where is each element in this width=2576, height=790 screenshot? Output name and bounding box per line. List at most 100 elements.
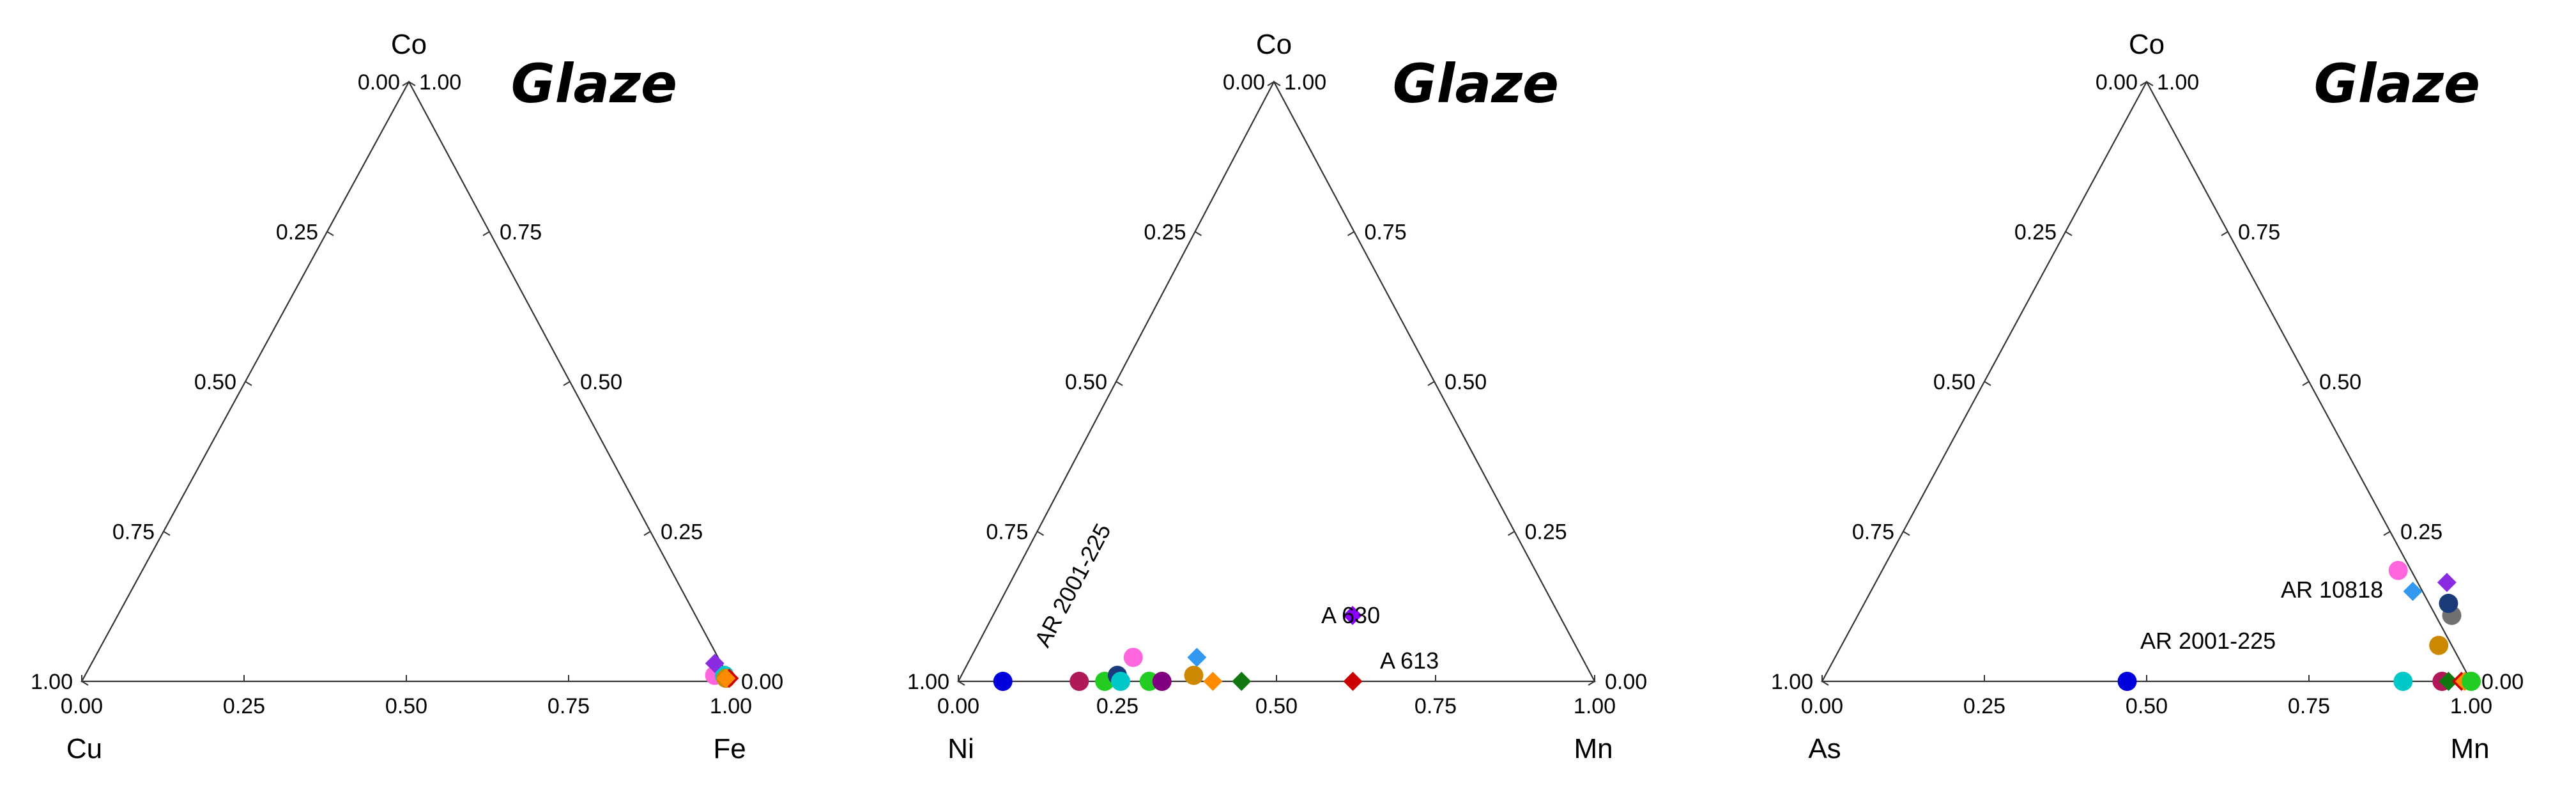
chart-title: Glaze: [511, 52, 677, 115]
data-point-circle: [1070, 672, 1089, 691]
left-edge-tick-label: 0.25: [276, 221, 318, 245]
right-edge-tick: [643, 531, 651, 536]
left-edge-tick-label: 0.50: [194, 370, 236, 394]
left-edge-tick: [1903, 531, 1910, 536]
data-point-diamond: [1343, 672, 1363, 691]
bottom-edge-tick-label: 0.50: [385, 694, 427, 718]
left-edge-tick: [2065, 231, 2073, 236]
ternary-chart-1: 0.00 0.25 0.50 0.75 1.00 1.00 0.75 0.50 0.25 0.00…: [31, 29, 783, 764]
data-point-circle: [2117, 672, 2137, 691]
bottom-edge-tick-label: 0.00: [937, 694, 979, 718]
left-edge-tick: [81, 681, 89, 686]
bottom-edge-tick-label: 0.25: [1963, 694, 2005, 718]
data-point-circle: [2388, 561, 2408, 580]
right-edge-tick-label: 0.75: [500, 221, 542, 245]
left-edge-tick: [1984, 381, 1991, 386]
left-edge-tick: [1116, 381, 1123, 386]
right-edge-tick-label: 0.00: [1605, 670, 1647, 694]
right-edge-tick: [1267, 81, 1275, 86]
right-edge-tick: [1427, 381, 1435, 386]
left-edge-tick: [245, 381, 252, 386]
vertex-label-left: As: [1808, 733, 1841, 764]
vertex-label-right: Mn: [2450, 733, 2489, 764]
left-edge-tick: [408, 81, 416, 86]
right-edge-tick: [2140, 81, 2147, 86]
ternary-chart-2: 0.00 0.25 0.50 0.75 1.00 1.00 0.75 0.50 0.25 0.00…: [907, 29, 1647, 764]
point-annotation: AR 2001-225: [1029, 519, 1116, 651]
left-edge-tick-label: 1.00: [907, 670, 949, 694]
right-edge-tick: [563, 381, 571, 386]
vertex-label-left: Ni: [947, 733, 974, 764]
vertex-label-top: Co: [391, 29, 427, 60]
data-point-diamond: [1187, 647, 1207, 667]
data-point-circle: [1123, 647, 1143, 667]
left-edge-tick-label: 0.75: [986, 520, 1028, 545]
point-annotation: A 630: [1321, 602, 1380, 628]
data-point-circle: [2439, 594, 2458, 614]
data-point-diamond: [2439, 672, 2458, 691]
bottom-edge-tick-label: 0.75: [548, 694, 590, 718]
right-edge-tick-label: 1.00: [1284, 70, 1326, 95]
bottom-edge-tick-label: 0.50: [1255, 694, 1298, 718]
right-edge-tick: [2383, 531, 2391, 536]
right-edge-tick-label: 1.00: [2157, 70, 2199, 95]
left-edge-tick: [2146, 81, 2154, 86]
right-edge-tick: [482, 231, 490, 236]
left-edge-tick: [326, 231, 334, 236]
data-point-circle: [1110, 672, 1130, 691]
right-edge-tick-label: 0.25: [1525, 520, 1567, 545]
data-point-circle: [2462, 672, 2481, 691]
data-point-circle: [993, 672, 1013, 691]
vertex-label-left: Cu: [66, 733, 102, 764]
left-edge-tick: [958, 681, 965, 686]
left-edge-tick-label: 1.00: [31, 670, 73, 694]
left-edge-tick-label: 0.00: [2096, 70, 2138, 95]
vertex-label-top: Co: [1256, 29, 1292, 60]
data-point-circle: [2393, 672, 2413, 691]
chart-title: Glaze: [1393, 52, 1559, 115]
left-edge-tick: [163, 531, 171, 536]
bottom-edge-tick-label: 0.50: [2126, 694, 2168, 718]
right-edge-tick-label: 0.50: [580, 370, 622, 394]
data-point-circle: [1152, 672, 1172, 691]
left-edge-tick: [1194, 231, 1202, 236]
data-point-diamond: [2403, 582, 2423, 601]
right-edge-tick: [1347, 231, 1355, 236]
data-point-diamond: [1343, 605, 1363, 625]
data-point-diamond: [705, 653, 724, 673]
bottom-edge-tick-label: 0.00: [1801, 694, 1843, 718]
ternary-chart-3: 0.00 0.25 0.50 0.75 1.00 1.00 0.75 0.50 0.25 0.00…: [1771, 29, 2524, 764]
right-edge-tick-label: 0.50: [2319, 370, 2361, 394]
right-edge-tick: [2302, 381, 2310, 386]
bottom-edge-tick-label: 0.00: [61, 694, 103, 718]
right-edge-tick-label: 0.75: [2238, 221, 2280, 245]
bottom-edge-tick-label: 0.25: [1096, 694, 1138, 718]
right-edge-tick: [402, 81, 410, 86]
right-edge-tick-label: 0.50: [1445, 370, 1487, 394]
right-edge-tick-label: 0.25: [2400, 520, 2442, 545]
left-edge-tick-label: 1.00: [1771, 670, 1813, 694]
right-edge-tick-label: 0.25: [661, 520, 703, 545]
left-edge-tick-label: 0.25: [2014, 221, 2057, 245]
left-edge-tick-label: 0.75: [112, 520, 155, 545]
vertex-label-right: Fe: [713, 733, 746, 764]
bottom-edge-tick-label: 1.00: [1574, 694, 1616, 718]
data-point-diamond: [1203, 672, 1223, 691]
bottom-edge-tick-label: 0.75: [2288, 694, 2330, 718]
data-point-diamond: [2437, 573, 2457, 592]
bottom-edge-tick-label: 0.25: [223, 694, 265, 718]
left-edge-tick-label: 0.00: [1223, 70, 1265, 95]
triangle-frame: [80, 80, 732, 683]
data-point-circle: [2429, 635, 2449, 655]
right-edge-tick-label: 0.00: [2481, 670, 2524, 694]
right-edge-tick-label: 0.75: [1365, 221, 1407, 245]
left-edge-tick-label: 0.50: [1933, 370, 1975, 394]
right-edge-tick-label: 0.00: [741, 670, 783, 694]
vertex-label-right: Mn: [1574, 733, 1613, 764]
left-edge-tick: [1821, 681, 1829, 686]
point-annotation: AR 10818: [2281, 577, 2383, 603]
bottom-edge-tick-label: 1.00: [710, 694, 752, 718]
left-edge-tick-label: 0.75: [1852, 520, 1894, 545]
vertex-label-top: Co: [2129, 29, 2165, 60]
